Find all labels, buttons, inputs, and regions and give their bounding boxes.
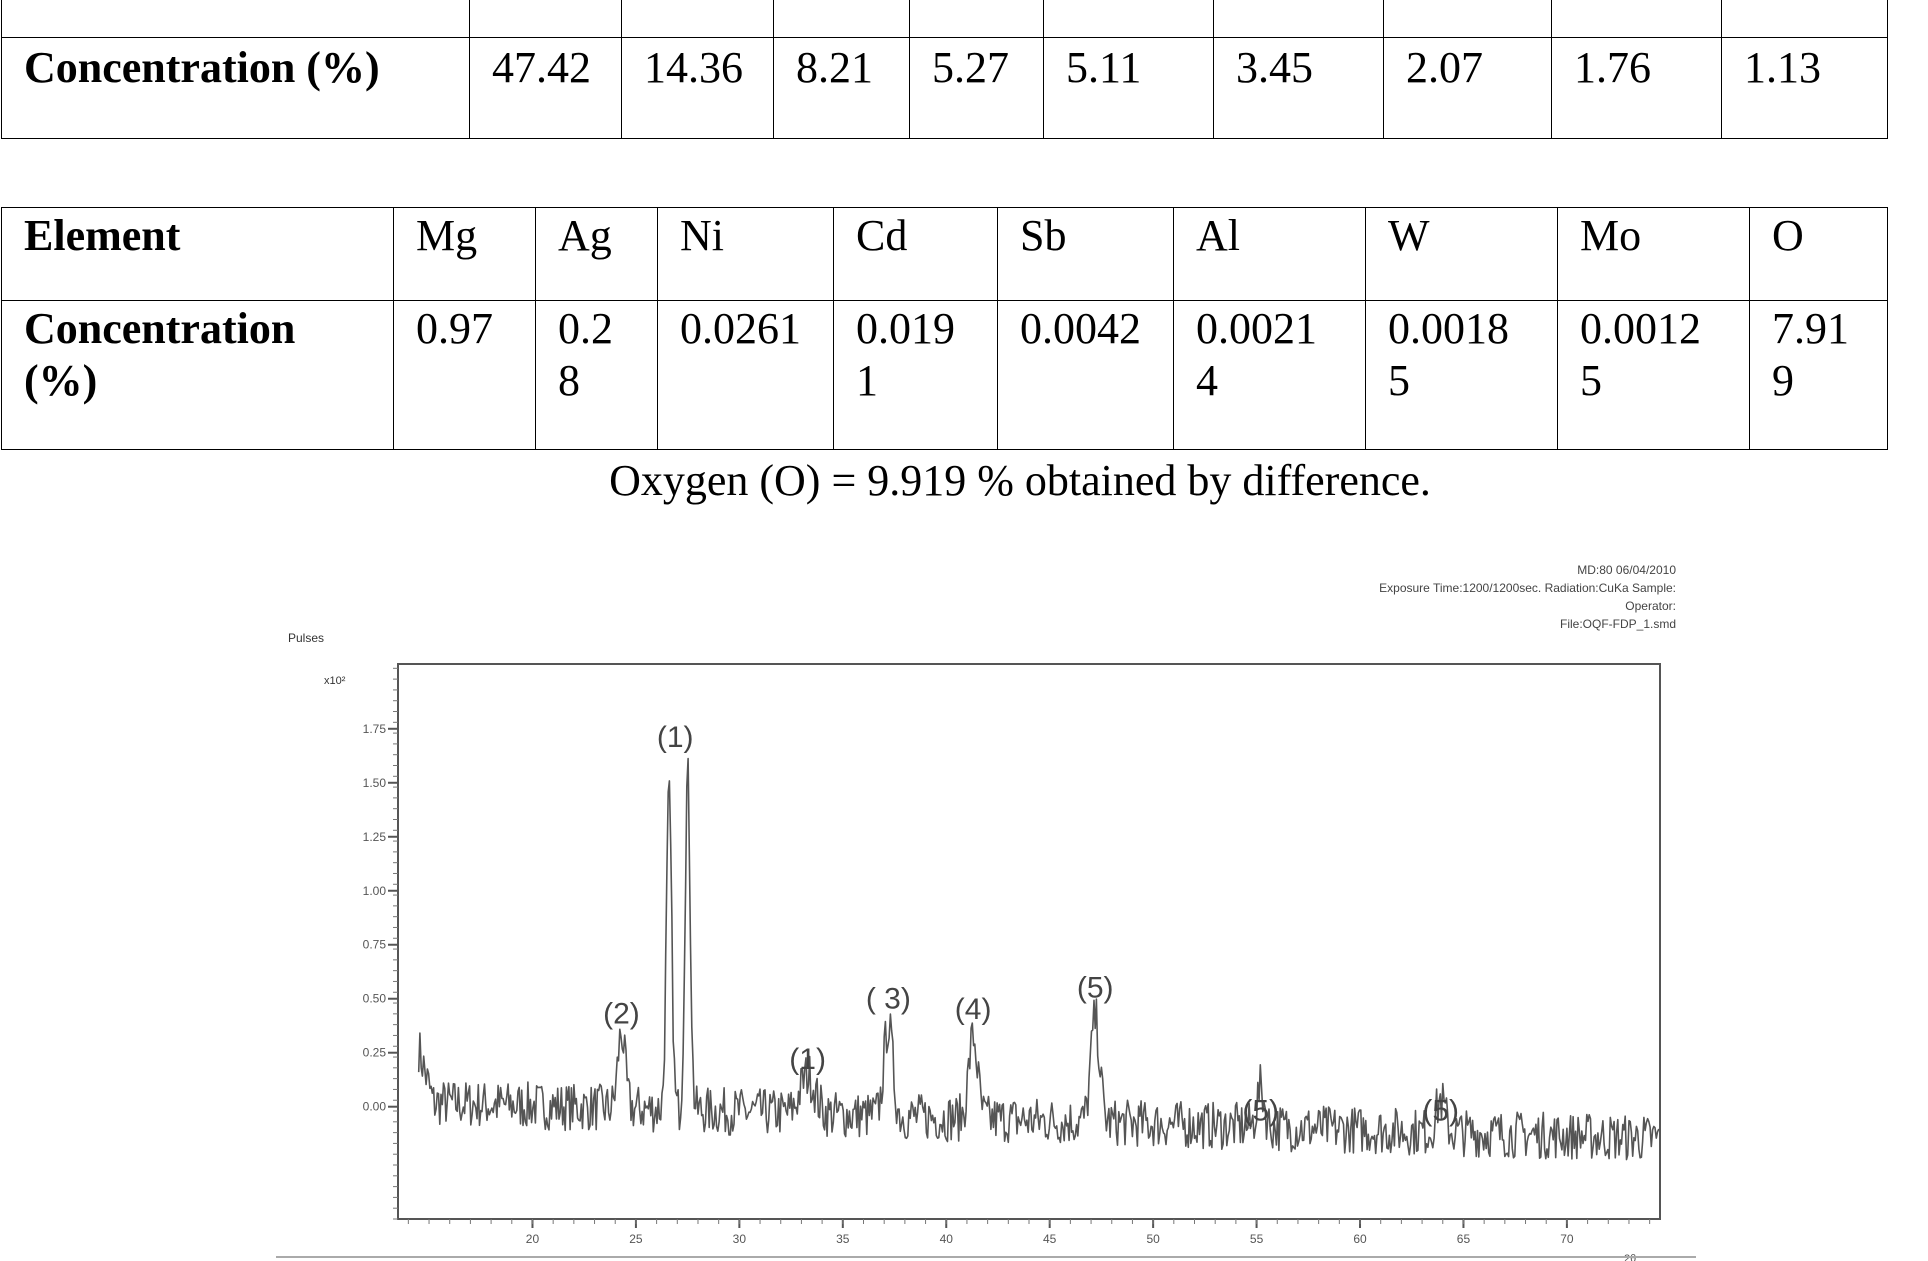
peak-label: (5) [1422, 1095, 1459, 1128]
table-cell: 0.0042 [997, 300, 1174, 450]
table-row: Concentration (%) 47.42 14.36 8.21 5.27 … [1, 37, 1888, 139]
peak-label: (5) [1077, 972, 1114, 1005]
table-cell: 2.07 [1383, 37, 1552, 139]
x-tick-label: 35 [836, 1232, 850, 1246]
table-cell: Ni [657, 207, 834, 301]
x-tick-label: 60 [1353, 1232, 1367, 1246]
table-cell: W [1365, 207, 1558, 301]
table-cell [1383, 0, 1552, 38]
peak-label: (2) [603, 997, 640, 1030]
y-tick-label: 1.00 [363, 884, 387, 898]
x-tick-label: 20 [526, 1232, 540, 1246]
table-cell [773, 0, 910, 38]
y-tick-label: 0.75 [363, 938, 387, 952]
table-cell [1551, 0, 1722, 38]
table-cell: 0.2 8 [535, 300, 658, 450]
xrd-chart: MD:80 06/04/2010 Exposure Time:1200/1200s… [276, 563, 1696, 1261]
table-cell: 14.36 [621, 37, 774, 139]
peak-labels: (2) (1) (1) ( 3) (4) (5) (5) (5) [603, 721, 1459, 1128]
oxygen-note: Oxygen (O) = 9.919 % obtained by differe… [609, 456, 1431, 505]
table-cell: 5.11 [1043, 37, 1214, 139]
table-cell: 0.0012 5 [1557, 300, 1750, 450]
table-cell: O [1749, 207, 1888, 301]
table-cell: 0.0021 4 [1173, 300, 1366, 450]
y-tick-label: 0.50 [363, 992, 387, 1006]
y-axis: 0.00 0.25 0.50 0.75 1.00 1.25 1.50 1.75 [363, 667, 398, 1220]
concentration-table-1: Concentration (%) 47.42 14.36 8.21 5.27 … [1, 0, 1888, 139]
table-cell [1213, 0, 1384, 38]
peak-label: ( 3) [866, 982, 911, 1015]
y-multiplier-label: x10² [324, 675, 346, 687]
table-cell [909, 0, 1044, 38]
x-tick-label: 70 [1560, 1232, 1574, 1246]
table-cell [1043, 0, 1214, 38]
chart-header: MD:80 06/04/2010 Exposure Time:1200/1200s… [1379, 563, 1676, 631]
x-tick-label: 50 [1146, 1232, 1160, 1246]
table-row: Element Mg Ag Ni Cd Sb Al W Mo O [1, 207, 1888, 301]
table-cell [469, 0, 622, 38]
table-cell: Mg [393, 207, 536, 301]
table-cell: Al [1173, 207, 1366, 301]
peak-label: (4) [955, 993, 992, 1026]
header-line: MD:80 06/04/2010 [1577, 563, 1676, 577]
table-cell: 7.91 9 [1749, 300, 1888, 450]
y-tick-label: 1.50 [363, 776, 387, 790]
header-line: File:OQF-FDP_1.smd [1560, 617, 1676, 631]
concentration-table-2: Element Mg Ag Ni Cd Sb Al W Mo O Concent… [1, 207, 1888, 450]
table-cell: 0.0018 5 [1365, 300, 1558, 450]
table-cell [1721, 0, 1888, 38]
peak-label: (1) [789, 1043, 826, 1076]
y-tick-label: 0.25 [363, 1046, 387, 1060]
table-cell [621, 0, 774, 38]
y-axis-label: Pulses [288, 631, 324, 645]
x-axis: 20 25 30 35 40 45 50 55 60 65 70 [407, 1219, 1651, 1246]
x-tick-label: 40 [940, 1232, 954, 1246]
table-cell: 3.45 [1213, 37, 1384, 139]
x-tick-label: 30 [733, 1232, 747, 1246]
table-cell: 47.42 [469, 37, 622, 139]
table-cell: Mo [1557, 207, 1750, 301]
table-cell: 0.019 1 [833, 300, 998, 450]
header-line: Exposure Time:1200/1200sec. Radiation:Cu… [1379, 581, 1676, 595]
y-tick-label: 1.75 [363, 722, 387, 736]
table-cell: 1.76 [1551, 37, 1722, 139]
row-header: Concentration (%) [1, 37, 470, 139]
x-tick-label: 65 [1457, 1232, 1471, 1246]
table-cell: Sb [997, 207, 1174, 301]
table-row: Concentration (%) 0.97 0.2 8 0.0261 0.019 1… [1, 300, 1888, 450]
y-tick-label: 0.00 [363, 1100, 387, 1114]
table-cell: 8.21 [773, 37, 910, 139]
table-cell: Cd [833, 207, 998, 301]
table-cell [1, 0, 470, 38]
x-tick-label: 45 [1043, 1232, 1057, 1246]
table-cell: Ag [535, 207, 658, 301]
table-cell: 0.97 [393, 300, 536, 450]
diffraction-trace [417, 757, 1660, 1161]
table-cell: 5.27 [909, 37, 1044, 139]
peak-label: (5) [1242, 1095, 1279, 1128]
header-line: Operator: [1625, 599, 1676, 613]
row-header: Element [1, 207, 394, 301]
x-tick-label: 55 [1250, 1232, 1264, 1246]
x-tick-label: 25 [629, 1232, 643, 1246]
y-tick-label: 1.25 [363, 830, 387, 844]
peak-label: (1) [657, 721, 694, 754]
row-header: Concentration (%) [1, 300, 394, 450]
table-cell: 0.0261 [657, 300, 834, 450]
table-cell: 1.13 [1721, 37, 1888, 139]
table-row [1, 0, 1888, 38]
